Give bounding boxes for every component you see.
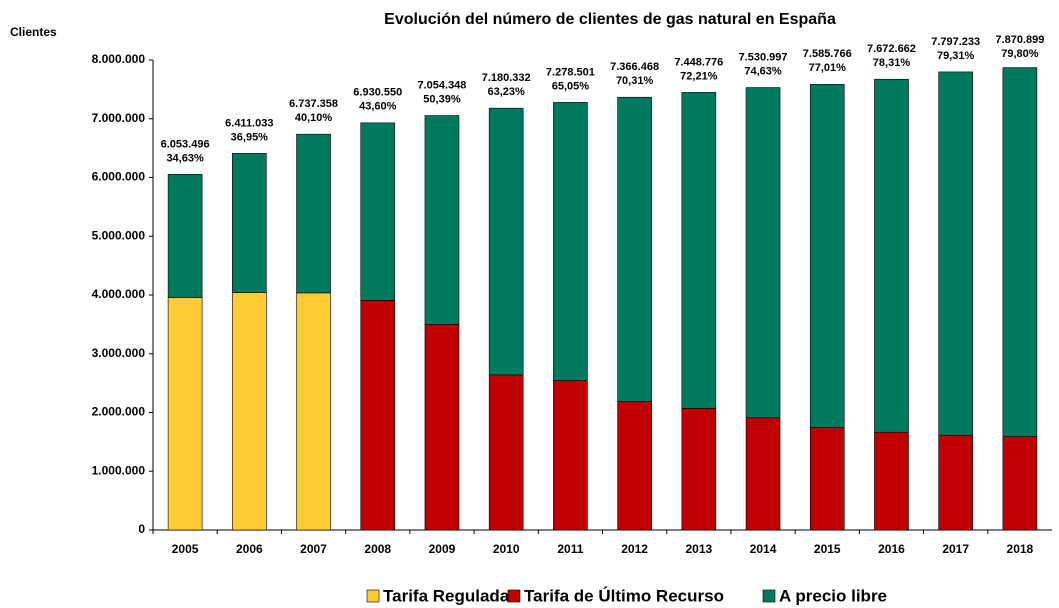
total-label: 7.180.332 xyxy=(482,72,531,84)
bar-segment xyxy=(1002,436,1038,531)
share-label: 78,31% xyxy=(873,57,911,69)
bar-segment xyxy=(874,78,909,433)
bar-segment xyxy=(809,84,845,428)
total-label: 6.053.496 xyxy=(161,138,210,150)
total-label: 7.366.468 xyxy=(610,61,659,73)
share-label: 36,95% xyxy=(231,131,269,143)
y-tick-label: 5.000.000 xyxy=(92,228,146,242)
share-label: 72,21% xyxy=(680,70,718,82)
y-tick-label: 2.000.000 xyxy=(92,405,146,419)
total-label: 7.448.776 xyxy=(674,56,723,68)
total-label: 6.930.550 xyxy=(353,87,402,99)
bar-segment xyxy=(617,401,652,531)
x-tick-label: 2013 xyxy=(685,542,712,556)
share-label: 79,31% xyxy=(937,50,975,62)
y-tick-label: 7.000.000 xyxy=(92,111,146,125)
y-axis-label: Clientes xyxy=(10,25,57,39)
total-label: 7.278.501 xyxy=(546,66,595,78)
total-label: 7.530.997 xyxy=(739,51,788,63)
total-label: 6.737.358 xyxy=(289,98,338,110)
share-label: 77,01% xyxy=(809,62,847,74)
share-label: 43,60% xyxy=(359,101,397,113)
bar-segment xyxy=(938,71,973,436)
bar-segment xyxy=(681,408,717,531)
bar-segment xyxy=(360,300,396,531)
legend-swatch xyxy=(507,589,521,603)
y-tick-label: 0 xyxy=(138,522,145,536)
bar-segment xyxy=(296,133,331,294)
share-label: 63,23% xyxy=(488,86,526,98)
bar-segment xyxy=(488,107,524,376)
x-tick-label: 2009 xyxy=(429,542,456,556)
bar-segment xyxy=(488,374,524,531)
legend-label: Tarifa de Último Recurso xyxy=(524,586,724,605)
legend-label: A precio libre xyxy=(779,586,887,605)
total-label: 7.870.899 xyxy=(995,34,1044,46)
share-label: 65,05% xyxy=(552,80,590,92)
bar-segment xyxy=(938,434,973,531)
share-label: 34,63% xyxy=(166,152,204,164)
bar-segment xyxy=(553,102,588,381)
bar-segment xyxy=(296,292,331,531)
bar-segment xyxy=(424,115,460,325)
bar-segment xyxy=(167,297,203,531)
share-label: 50,39% xyxy=(423,93,461,105)
x-tick-label: 2014 xyxy=(750,542,777,556)
bar-segment xyxy=(1002,67,1038,437)
bar-segment xyxy=(553,380,588,531)
y-tick-label: 3.000.000 xyxy=(92,346,146,360)
x-tick-label: 2007 xyxy=(300,542,327,556)
x-tick-label: 2006 xyxy=(236,542,263,556)
bar-segment xyxy=(745,417,781,531)
share-label: 74,63% xyxy=(744,65,782,77)
x-tick-label: 2017 xyxy=(942,542,969,556)
legend-swatch xyxy=(366,589,380,603)
x-tick-label: 2011 xyxy=(557,542,583,556)
y-tick-label: 6.000.000 xyxy=(92,170,146,184)
x-tick-label: 2005 xyxy=(172,542,199,556)
total-label: 7.054.348 xyxy=(417,79,466,91)
x-tick-label: 2008 xyxy=(364,542,391,556)
bar-segment xyxy=(360,122,396,301)
total-label: 6.411.033 xyxy=(225,117,273,129)
bar-segment xyxy=(809,427,845,531)
y-tick-label: 8.000.000 xyxy=(92,52,146,66)
total-label: 7.672.662 xyxy=(867,43,916,55)
bar-segment xyxy=(424,324,460,531)
y-tick-label: 4.000.000 xyxy=(92,287,146,301)
share-label: 70,31% xyxy=(616,75,654,87)
share-label: 79,80% xyxy=(1001,48,1039,60)
x-tick-label: 2018 xyxy=(1007,542,1034,556)
total-label: 7.585.766 xyxy=(803,48,852,60)
x-tick-label: 2010 xyxy=(493,542,520,556)
chart-title: Evolución del número de clientes de gas … xyxy=(384,11,836,28)
bar-segment xyxy=(232,153,267,293)
bar-segment xyxy=(681,92,717,409)
bar-segment xyxy=(874,431,909,531)
bar-segment xyxy=(167,174,203,298)
bar-segment xyxy=(232,292,267,531)
x-tick-label: 2016 xyxy=(878,542,905,556)
bar-segment xyxy=(745,87,781,419)
x-tick-label: 2012 xyxy=(621,542,648,556)
share-label: 40,10% xyxy=(295,112,333,124)
legend-swatch xyxy=(762,589,776,603)
bar-segment xyxy=(617,96,652,402)
total-label: 7.797.233 xyxy=(931,36,980,48)
y-tick-label: 1.000.000 xyxy=(92,463,146,477)
x-tick-label: 2015 xyxy=(814,542,841,556)
legend-label: Tarifa Regulada xyxy=(383,586,510,605)
